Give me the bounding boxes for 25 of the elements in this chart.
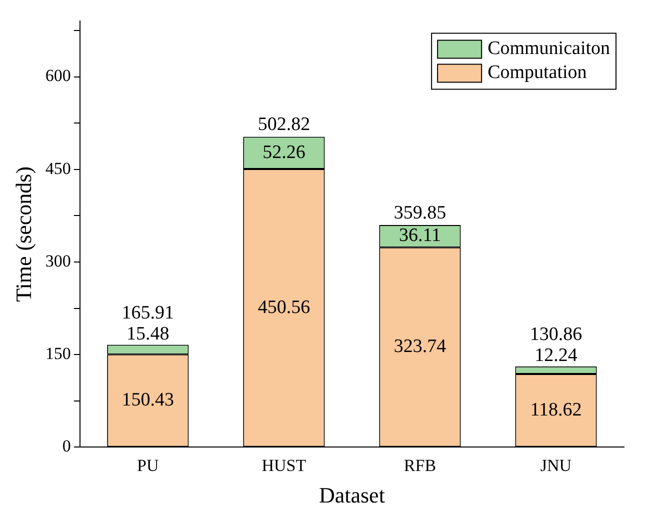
data-label: 12.24	[534, 344, 578, 366]
x-tick-label: HUST	[262, 456, 307, 475]
y-tick-label: 150	[45, 344, 71, 364]
legend-label: Computation	[488, 62, 588, 84]
x-tick-label: PU	[137, 456, 159, 475]
data-label: 323.74	[394, 336, 447, 357]
data-label: 450.56	[258, 296, 310, 318]
x-axis-title: Dataset	[318, 482, 385, 508]
total-label: 359.85	[394, 202, 446, 224]
data-label: 150.43	[122, 389, 174, 410]
y-tick-label: 600	[45, 66, 71, 86]
x-tick-label: JNU	[540, 456, 572, 475]
y-axis-title: Time (seconds)	[10, 166, 36, 302]
data-label: 15.48	[126, 323, 170, 344]
legend-label: Communicaiton	[488, 38, 610, 60]
y-tick-label: 450	[45, 158, 71, 178]
total-label: 165.91	[122, 302, 174, 324]
data-label: 52.26	[262, 142, 306, 163]
total-label: 502.82	[258, 114, 310, 136]
data-label: 118.62	[530, 399, 582, 420]
y-tick-label: 0	[62, 436, 71, 456]
y-tick-label: 300	[45, 251, 71, 270]
data-label: 36.11	[398, 225, 441, 246]
total-label: 130.86	[530, 324, 582, 345]
x-tick-label: RFB	[404, 456, 436, 475]
